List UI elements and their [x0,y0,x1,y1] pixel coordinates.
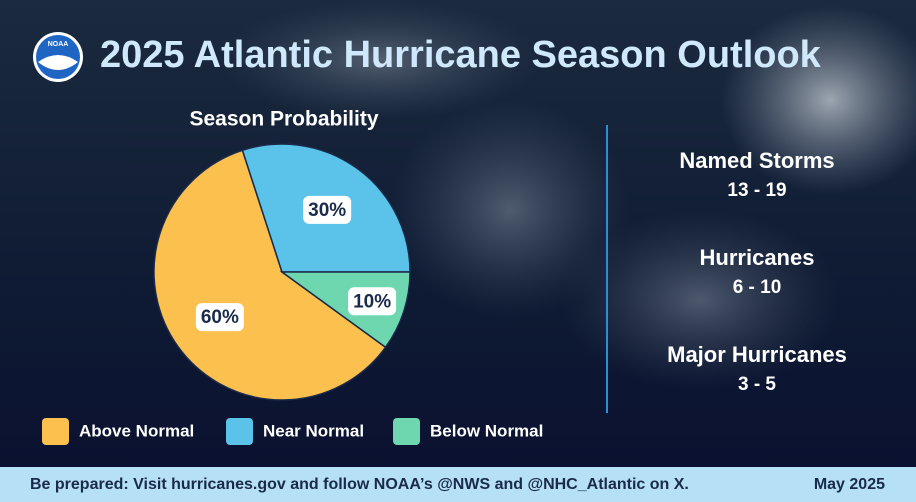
pie: 60% 30% 10% [153,143,411,401]
stat-value: 13 - 19 [727,180,786,201]
pie-slice [153,149,387,401]
cloud [390,100,630,320]
data-label: 30% [308,200,346,221]
cloud [560,210,840,390]
chart-title: Season Probability [189,108,378,131]
data-label: 60% [201,307,239,328]
stats: Named Storms 13 - 19 Hurricanes 6 - 10 Major… [667,148,847,395]
stat-label: Named Storms [679,148,834,173]
stat-value: 6 - 10 [733,277,782,298]
stat-value: 3 - 5 [738,374,776,395]
legend-swatch [226,418,253,445]
legend-label: Below Normal [430,421,543,440]
legend: Above Normal Near Normal Below Normal [42,418,543,445]
logo-text: NOAA [48,41,69,48]
cloud [220,0,540,120]
footer-date: May 2025 [814,476,885,493]
legend-swatch [42,418,69,445]
legend-label: Near Normal [263,421,364,440]
stat-label: Major Hurricanes [667,342,847,367]
footer-bar [0,467,916,502]
legend-label: Above Normal [79,421,194,440]
page-title: 2025 Atlantic Hurricane Season Outlook [100,34,822,76]
logo-bird [38,55,78,70]
data-label: 10% [353,291,391,312]
label-box [195,303,244,332]
footer-message: Be prepared: Visit hurricanes.gov and fo… [30,476,689,493]
label-box [348,287,397,316]
legend-swatch [393,418,420,445]
stat-label: Hurricanes [700,245,815,270]
label-box [303,195,352,224]
cloud [720,5,916,195]
